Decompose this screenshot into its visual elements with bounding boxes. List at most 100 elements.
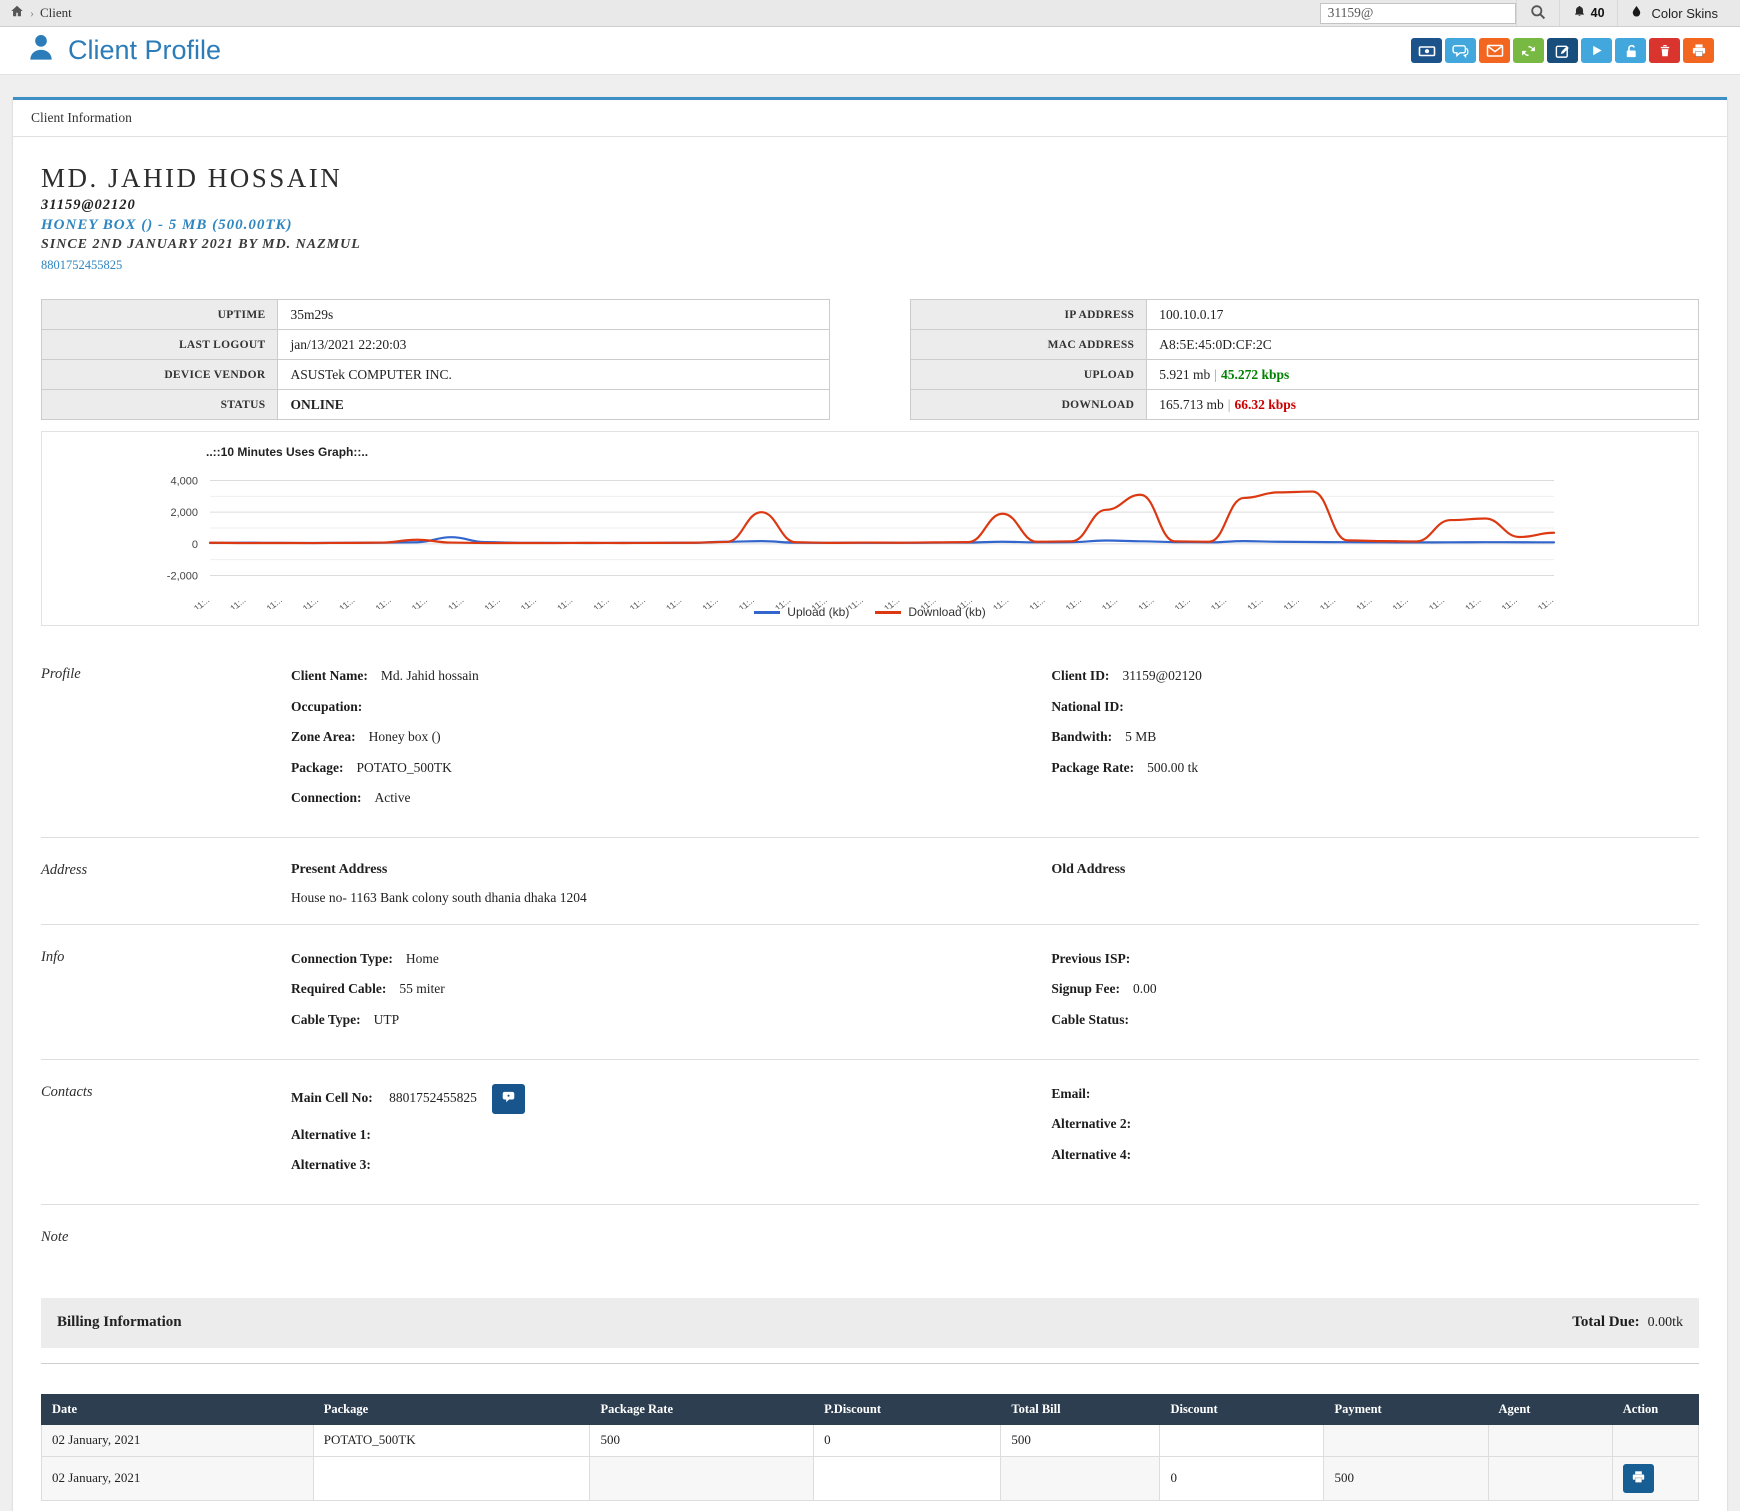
- download-kbps: 66.32 kbps: [1234, 396, 1296, 412]
- field-alternative-3: Alternative 3:: [291, 1155, 1051, 1175]
- table-row: IP ADDRESS 100.10.0.17: [909, 299, 1699, 330]
- money-button[interactable]: [1411, 38, 1442, 63]
- stat-label: UPTIME: [40, 299, 279, 330]
- field-label: Required Cable:: [291, 981, 387, 997]
- refresh-button[interactable]: [1513, 38, 1544, 63]
- search-button[interactable]: [1530, 4, 1546, 23]
- stat-label: DEVICE VENDOR: [40, 359, 279, 390]
- field-connection-type: Connection Type: Home: [291, 949, 1051, 969]
- cell-date: 02 January, 2021: [41, 1423, 314, 1457]
- svg-text:4,000: 4,000: [170, 476, 198, 488]
- table-row: MAC ADDRESS A8:5E:45:0D:CF:2C: [909, 329, 1699, 360]
- download-mb: 165.713 mb: [1159, 396, 1224, 412]
- field-label: Alternative 3:: [291, 1157, 371, 1173]
- home-icon[interactable]: [10, 4, 24, 22]
- chat-button[interactable]: [1445, 38, 1476, 63]
- cell-date: 02 January, 2021: [41, 1455, 314, 1501]
- print-button[interactable]: [1683, 38, 1714, 63]
- col-package-rate: Package Rate: [589, 1393, 815, 1425]
- old-address-label: Old Address: [1051, 861, 1126, 877]
- section-address: Address Present Address House no- 1163 B…: [41, 838, 1699, 925]
- page-title: Client Profile: [26, 32, 221, 69]
- cell-action: [1611, 1455, 1700, 1501]
- field-value: UTP: [373, 1011, 400, 1027]
- field-label: Client Name:: [291, 668, 368, 683]
- legend-upload: Upload (kb): [754, 605, 849, 619]
- cell-total-bill: [1000, 1455, 1161, 1501]
- cell-package: [312, 1455, 591, 1501]
- search-icon: [1530, 4, 1546, 23]
- field-value: 31159@02120: [1122, 668, 1202, 683]
- billing-row: 02 January, 2021 0 500: [41, 1455, 1700, 1501]
- color-skins-button[interactable]: Color Skins: [1630, 4, 1718, 22]
- field-cable-status: Cable Status:: [1051, 1010, 1699, 1030]
- billing-row: 02 January, 2021 POTATO_500TK 500 0 500: [41, 1423, 1700, 1457]
- cell-package: POTATO_500TK: [312, 1423, 591, 1457]
- stat-value: jan/13/2021 22:20:03: [277, 329, 831, 360]
- print-icon: [1631, 1470, 1646, 1487]
- field-occupation: Occupation:: [291, 697, 1051, 717]
- cell-p-discount: [813, 1455, 1002, 1501]
- cell-agent: [1487, 1423, 1613, 1457]
- field-package-rate: Package Rate: 500.00 tk: [1051, 758, 1699, 778]
- section-note: Note: [41, 1205, 1699, 1288]
- cell-discount: 0: [1159, 1455, 1325, 1501]
- field-value: Active: [374, 790, 411, 806]
- field-bandwith: Bandwith: 5 MB: [1051, 727, 1699, 747]
- col-discount: Discount: [1159, 1393, 1325, 1425]
- page-title-text: Client Profile: [68, 35, 222, 65]
- billing-header-band: Billing Information Total Due: 0.00tk: [41, 1297, 1699, 1348]
- field-label: Zone Area:: [291, 729, 356, 745]
- chat-icon: [1452, 43, 1469, 59]
- client-since-line: SINCE 2ND JANUARY 2021 BY MD. NAZMUL: [41, 237, 361, 252]
- play-icon: [1589, 43, 1604, 58]
- client-identity-block: MD. JAHID HOSSAIN 31159@02120 HONEY BOX …: [41, 163, 1699, 273]
- trash-icon: [1658, 43, 1672, 58]
- row-print-button[interactable]: [1622, 1463, 1654, 1493]
- main-cell-number: 8801752455825: [389, 1089, 477, 1105]
- upload-mb: 5.921 mb: [1159, 366, 1211, 382]
- table-row: DOWNLOAD 165.713 mb | 66.32 kbps: [909, 389, 1699, 420]
- status-online-badge: ONLINE: [277, 389, 831, 420]
- field-label: Main Cell No:: [291, 1089, 373, 1105]
- sms-chat-button[interactable]: [492, 1083, 526, 1114]
- search-input[interactable]: [1319, 2, 1516, 24]
- status-table-right: IP ADDRESS 100.10.0.17 MAC ADDRESS A8:5E…: [909, 299, 1699, 420]
- mail-button[interactable]: [1479, 38, 1510, 63]
- client-phone-link[interactable]: 8801752455825: [41, 258, 123, 272]
- table-row: UPLOAD 5.921 mb | 45.272 kbps: [909, 359, 1699, 390]
- play-button[interactable]: [1581, 38, 1612, 63]
- stat-label: DOWNLOAD: [909, 389, 1148, 420]
- separator: |: [1227, 396, 1231, 412]
- field-label: Alternative 4:: [1051, 1146, 1132, 1162]
- money-icon: [1418, 43, 1436, 59]
- upload-kbps: 45.272 kbps: [1220, 366, 1290, 382]
- chart-legend: Upload (kb) Download (kb): [42, 605, 1698, 619]
- stat-value: 100.10.0.17: [1146, 299, 1699, 330]
- field-label: Alternative 2:: [1051, 1116, 1132, 1132]
- notifications-button[interactable]: 40: [1572, 4, 1605, 22]
- field-value: Honey box (): [368, 729, 441, 745]
- field-value: Home: [405, 950, 439, 966]
- field-national-id: National ID:: [1051, 697, 1699, 717]
- cell-payment: [1323, 1423, 1489, 1457]
- table-row: STATUS ONLINE: [40, 389, 831, 420]
- usage-graph-title: ..::10 Minutes Uses Graph::..: [206, 445, 369, 459]
- cell-payment: 500: [1323, 1455, 1489, 1501]
- col-p-discount: P.Discount: [813, 1393, 1002, 1425]
- client-package-link[interactable]: HONEY BOX () - 5 MB (500.00TK): [41, 217, 293, 233]
- section-heading: Address: [41, 861, 88, 878]
- upload-line-swatch: [754, 610, 781, 614]
- edit-button[interactable]: [1547, 38, 1578, 63]
- speech-bubble-icon: [501, 1090, 516, 1107]
- legend-label: Download (kb): [908, 605, 986, 619]
- tab-client-information[interactable]: Client Information: [13, 100, 1727, 137]
- unlock-button[interactable]: [1615, 38, 1646, 63]
- field-value: Md. Jahid hossain: [380, 668, 479, 683]
- cell-p-discount: 0: [813, 1423, 1002, 1457]
- breadcrumb-item-client[interactable]: Client: [40, 5, 72, 20]
- trash-button[interactable]: [1649, 38, 1680, 63]
- stat-label: IP ADDRESS: [909, 299, 1148, 330]
- field-label: Cable Type:: [291, 1011, 361, 1027]
